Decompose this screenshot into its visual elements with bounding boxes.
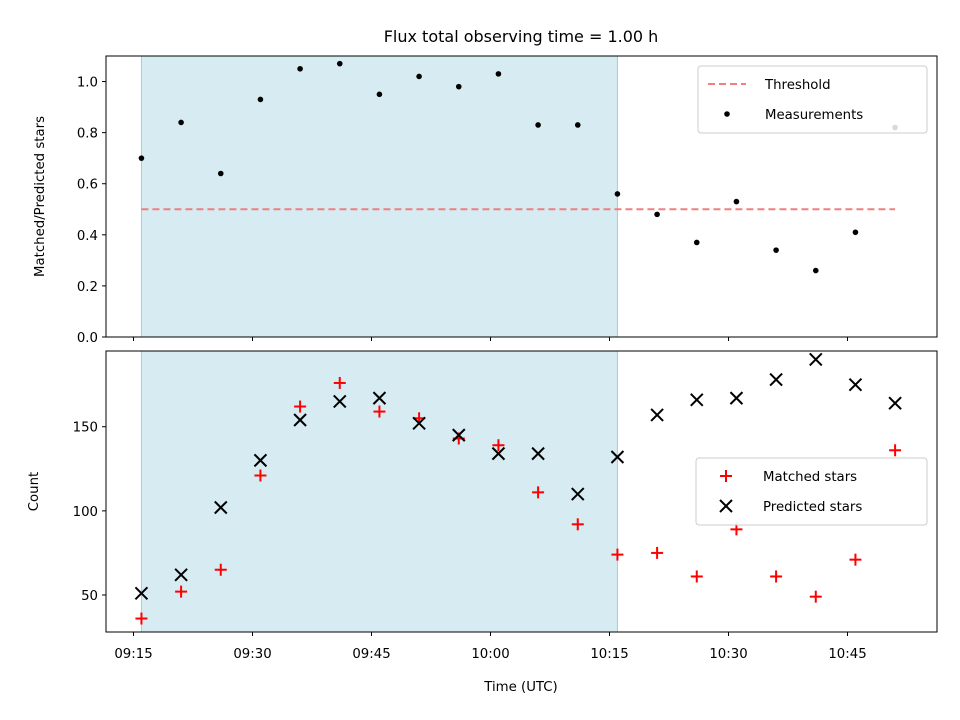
top-panel: 0.0 0.2 0.4 0.6 0.8 1.0 Matched/Predicted sta…	[33, 55, 938, 346]
top-y-tick-label: 1.0	[77, 76, 98, 91]
predicted-star-point	[571, 487, 585, 501]
bottom-y-tick-label: 150	[73, 421, 98, 436]
predicted-star-point	[769, 372, 783, 387]
measurement-point	[336, 60, 343, 67]
matched-star-point	[690, 570, 703, 583]
matched-star-point	[849, 553, 862, 566]
bottom-x-tick-label: 09:15	[114, 647, 152, 662]
matched-star-point	[532, 486, 545, 499]
top-y-tick-label: 0.2	[77, 280, 98, 295]
measurement-point	[297, 65, 303, 72]
predicted-star-point	[293, 413, 307, 427]
measurement-point	[257, 96, 264, 103]
predicted-star-point	[253, 453, 268, 468]
matched-stars-legend-swatch	[720, 470, 732, 482]
top-y-tick-label: 0.8	[77, 127, 98, 142]
matched-star-point	[294, 400, 307, 413]
bottom-x-tick-label: 09:45	[352, 647, 390, 662]
bottom-y-tick-label: 50	[81, 589, 98, 604]
matched-star-point	[571, 518, 584, 531]
bottom-x-tick-label: 10:00	[471, 647, 509, 662]
x-axis-label: Time (UTC)	[483, 680, 558, 695]
top-legend: Threshold Measurements	[697, 65, 928, 134]
matched-star-point	[254, 469, 267, 482]
bottom-legend-box	[695, 457, 928, 526]
measurement-point	[455, 83, 462, 90]
measurement-point	[812, 267, 819, 274]
measurements-legend-label: Measurements	[765, 108, 863, 123]
measurement-point	[416, 73, 422, 80]
bottom-x-tick-label: 10:15	[590, 647, 628, 662]
predicted-star-point	[491, 446, 506, 461]
bottom-shaded-interval	[140, 350, 618, 633]
measurement-point	[773, 247, 779, 253]
predicted-star-point	[848, 377, 863, 392]
predicted-star-point	[690, 393, 704, 407]
top-y-tick-label: 0.6	[77, 178, 98, 193]
matched-star-point	[492, 439, 505, 452]
top-y-tick-label: 0.4	[77, 229, 98, 244]
predicted-star-point	[333, 394, 347, 409]
matched-star-point	[611, 548, 624, 561]
measurement-point	[535, 122, 541, 128]
measurement-point	[574, 122, 581, 128]
bottom-x-tick-label: 09:30	[233, 647, 271, 662]
measurements-legend-swatch	[724, 111, 730, 117]
predicted-star-point	[452, 428, 466, 442]
measurement-point	[614, 191, 621, 197]
predicted-stars-legend-label: Predicted stars	[763, 500, 862, 515]
predicted-star-point	[610, 450, 625, 464]
top-plot-frame	[105, 55, 938, 338]
bottom-plot-frame	[105, 350, 938, 633]
predicted-star-point	[134, 586, 149, 601]
predicted-star-point	[174, 568, 188, 582]
measurement-point	[654, 211, 660, 218]
top-y-axis-label: Matched/Predicted stars	[33, 116, 48, 277]
bottom-legend: Matched stars Predicted stars	[695, 457, 928, 526]
chart-title: Flux total observing time = 1.00 h	[384, 27, 659, 46]
top-legend-box	[697, 65, 928, 134]
matched-star-point	[889, 444, 902, 457]
matched-star-point	[135, 612, 148, 625]
bottom-axis-ticks: 50 100 150 09:15 09:30 09:45 10:00 10:15 10:30 10…	[73, 421, 867, 662]
measurement-point	[495, 71, 502, 77]
measurement-point	[178, 119, 184, 126]
matched-star-point	[651, 546, 664, 559]
predicted-star-point	[729, 391, 744, 405]
matched-star-point	[809, 590, 822, 603]
top-axis-ticks: 0.0 0.2 0.4 0.6 0.8 1.0	[77, 76, 848, 346]
bottom-x-tick-label: 10:30	[709, 647, 747, 662]
top-shaded-interval	[140, 55, 618, 338]
bottom-y-axis-label: Count	[27, 472, 42, 512]
predicted-star-point	[650, 408, 664, 422]
predicted-stars-legend-swatch	[719, 499, 733, 513]
measurement-point	[217, 170, 224, 177]
matched-star-point	[770, 570, 783, 583]
measurement-point	[376, 91, 383, 98]
matched-star-point	[373, 405, 386, 418]
measurement-point	[138, 155, 145, 161]
matched-star-point	[214, 563, 227, 576]
predicted-star-point	[214, 500, 228, 515]
bottom-panel: 50 100 150 09:15 09:30 09:45 10:00 10:15 10:30 10…	[27, 350, 938, 695]
matched-star-point	[175, 585, 188, 598]
measurement-point	[693, 239, 700, 246]
star-count-points	[134, 352, 902, 625]
predicted-star-point	[531, 446, 545, 461]
top-y-tick-label: 0.0	[77, 331, 98, 346]
bottom-x-tick-label: 10:45	[828, 647, 866, 662]
measurement-point	[733, 198, 740, 205]
predicted-star-point	[412, 416, 426, 431]
matched-star-point	[333, 376, 346, 389]
predicted-star-point	[809, 352, 823, 367]
predicted-star-point	[372, 391, 387, 405]
matched-stars-legend-label: Matched stars	[763, 470, 857, 485]
measurement-point	[852, 229, 859, 236]
predicted-star-point	[888, 396, 902, 410]
bottom-y-tick-label: 100	[73, 505, 98, 520]
measurement-points	[138, 60, 898, 274]
threshold-legend-label: Threshold	[764, 78, 831, 93]
